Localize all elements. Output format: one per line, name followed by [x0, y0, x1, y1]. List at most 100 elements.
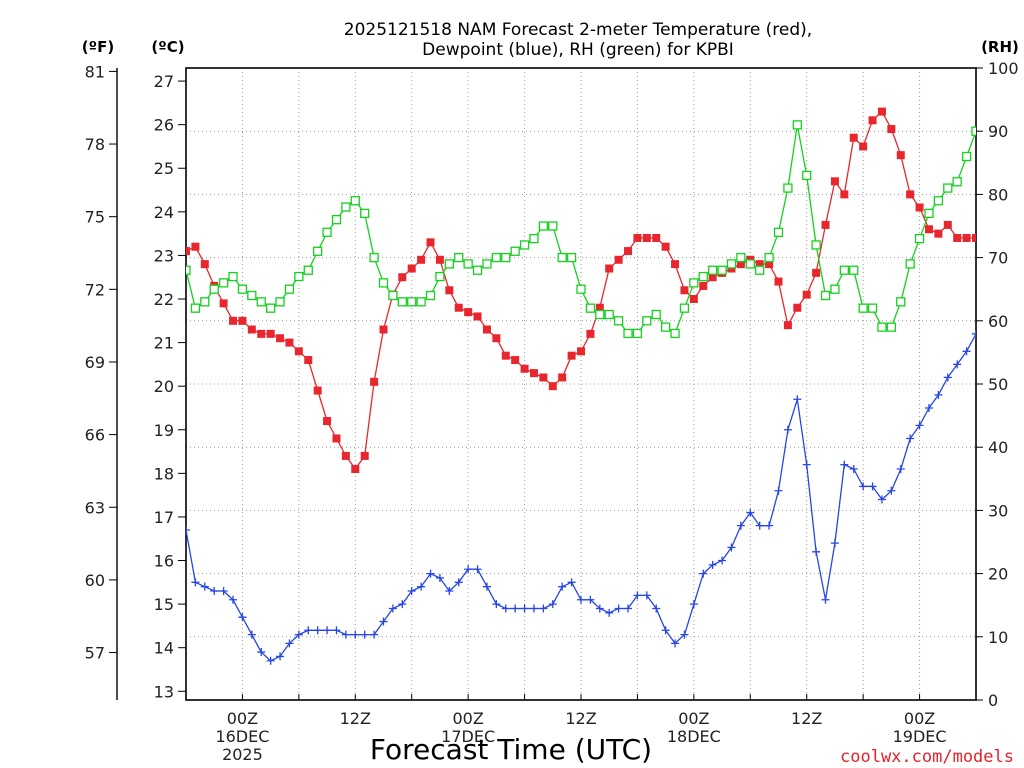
temperature-point	[915, 203, 924, 212]
temperature-point	[906, 190, 915, 199]
rh-point	[218, 278, 229, 288]
dewpoint-point	[962, 347, 971, 356]
dewpoint-point	[680, 630, 689, 639]
dewpoint-point	[229, 595, 238, 604]
rh-point	[679, 303, 690, 313]
dewpoint-point	[454, 578, 463, 587]
temperature-point	[445, 286, 454, 295]
temperature-point	[671, 260, 680, 269]
x-tick-date-label: 18DEC	[667, 727, 721, 746]
dewpoint-point	[849, 464, 858, 473]
x-tick-label: 12Z	[340, 709, 371, 728]
celsius-tick-label: 18	[154, 464, 174, 483]
rh-point	[849, 265, 859, 275]
temperature-point	[341, 451, 350, 460]
temperature-point	[680, 286, 689, 295]
temperature-point	[482, 325, 491, 334]
rh-point	[397, 297, 407, 307]
rh-point	[501, 252, 511, 263]
dewpoint-point	[210, 587, 219, 596]
grid-lines	[186, 68, 976, 700]
rh-tick-label: 60	[988, 312, 1008, 331]
rh-point	[369, 252, 379, 263]
dewpoint-point	[276, 652, 285, 661]
temperature-point	[351, 464, 360, 473]
rh-point	[284, 284, 295, 294]
dewpoint-point	[266, 656, 275, 665]
temperature-point	[849, 133, 858, 142]
celsius-tick-label: 21	[154, 334, 174, 353]
temperature-point	[501, 351, 510, 360]
dewpoint-point	[398, 600, 407, 609]
celsius-unit-label: (ºC)	[151, 38, 184, 56]
dewpoint-point	[671, 639, 680, 648]
rh-point	[717, 265, 727, 275]
dewpoint-point	[736, 521, 745, 530]
rh-point	[905, 259, 915, 269]
rh-point	[341, 202, 351, 212]
rh-point	[491, 252, 502, 263]
temperature-point	[924, 225, 933, 234]
temperature-point	[276, 334, 285, 343]
dewpoint-point	[501, 604, 510, 613]
temperature-point	[812, 268, 821, 277]
rh-point	[585, 303, 596, 313]
rh-tick-label: 70	[988, 249, 1008, 268]
rh-point	[313, 246, 323, 256]
dewpoint-point	[464, 565, 473, 574]
celsius-tick-label: 25	[154, 159, 174, 178]
rh-point	[802, 170, 812, 181]
rh-series	[186, 120, 976, 339]
temperature-point	[840, 190, 849, 199]
fahrenheit-tick-label: 75	[85, 208, 105, 227]
x-tick-label: 12Z	[791, 709, 822, 728]
dewpoint-point	[323, 626, 332, 635]
dewpoint-point	[341, 630, 350, 639]
rh-tick-label: 50	[988, 375, 1008, 394]
temperature-point	[454, 303, 463, 312]
dewpoint-point	[492, 600, 501, 609]
rh-point	[595, 309, 605, 320]
rh-point	[538, 221, 549, 231]
rh-point	[708, 265, 718, 275]
dewpoint-point	[755, 521, 764, 530]
temperature-point	[257, 329, 266, 338]
dewpoint-point	[877, 495, 886, 504]
rh-point	[209, 284, 219, 294]
rh-point	[265, 303, 276, 313]
x-tick-label: 00Z	[904, 709, 935, 728]
fahrenheit-unit-label: (ºF)	[82, 38, 114, 56]
celsius-tick-label: 22	[154, 290, 174, 309]
dewpoint-point	[520, 604, 529, 613]
dewpoint-point	[379, 617, 388, 626]
celsius-tick-label: 17	[154, 508, 174, 527]
celsius-tick-label: 15	[154, 595, 174, 614]
temperature-point	[896, 151, 905, 160]
dewpoint-point	[934, 390, 943, 399]
dewpoint-point	[633, 591, 642, 600]
dewpoint-point	[727, 543, 736, 552]
dewpoint-point	[219, 587, 228, 596]
rh-point	[303, 265, 313, 275]
rh-point	[557, 252, 567, 263]
temperature-point	[595, 303, 604, 312]
temperature-point	[417, 255, 426, 264]
dewpoint-point	[642, 591, 651, 600]
rh-point	[642, 316, 652, 326]
temperature-point	[435, 255, 444, 264]
dewpoint-point	[765, 521, 774, 530]
rh-point	[623, 328, 633, 339]
dewpoint-point	[783, 425, 792, 434]
rh-point	[877, 322, 887, 332]
rh-tick-label: 40	[988, 438, 1008, 457]
temperature-point	[520, 364, 529, 373]
temperature-point	[219, 299, 228, 308]
temperature-point	[624, 247, 633, 256]
rh-point	[190, 303, 201, 313]
x-tick-date-label: 19DEC	[893, 727, 947, 746]
temperature-point	[304, 356, 313, 365]
fahrenheit-tick-label: 78	[85, 135, 105, 154]
temperature-point	[473, 312, 482, 321]
dewpoint-point	[812, 547, 821, 556]
rh-point	[237, 284, 248, 294]
